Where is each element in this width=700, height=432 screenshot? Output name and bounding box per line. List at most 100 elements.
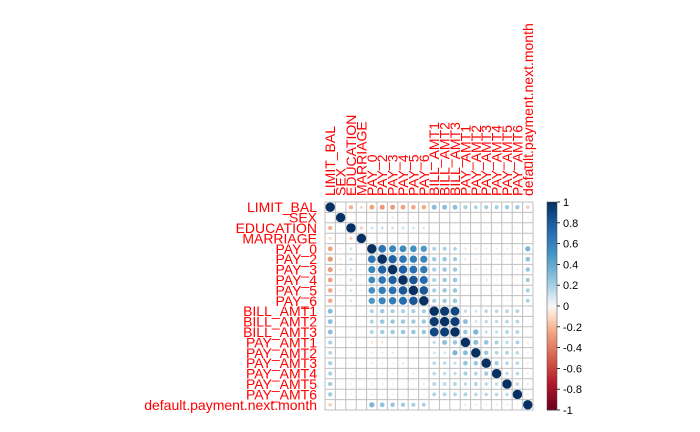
correlation-circle: [462, 360, 468, 366]
correlation-circle: [525, 277, 531, 283]
correlation-circle: [421, 329, 427, 335]
correlation-circle: [452, 256, 458, 262]
colorbar-segment: [547, 316, 557, 320]
correlation-circle: [408, 285, 419, 296]
correlation-circle: [327, 277, 333, 283]
correlation-circle: [515, 361, 520, 366]
colorbar-segment: [547, 306, 557, 309]
correlation-circle: [401, 372, 405, 375]
grid: [324, 201, 534, 411]
correlation-circle: [369, 308, 375, 314]
correlation-circle: [504, 204, 510, 210]
correlation-circle: [516, 226, 519, 230]
row-label: EDUCATION: [236, 220, 317, 236]
correlation-circle: [327, 350, 333, 356]
correlation-circle: [380, 226, 385, 230]
colorbar-segment: [547, 274, 557, 278]
column-label: PAY_AMT4: [489, 125, 505, 196]
correlation-circle: [453, 371, 457, 376]
correlation-circle: [516, 289, 519, 292]
correlation-circle: [483, 350, 489, 356]
correlation-circle: [515, 340, 520, 345]
correlation-circle: [397, 274, 409, 286]
correlation-circle: [349, 393, 353, 396]
correlation-circle: [431, 288, 437, 293]
correlation-circle: [419, 265, 428, 274]
correlation-circle: [388, 286, 397, 295]
correlation-circle: [349, 278, 353, 282]
correlation-circle: [378, 286, 387, 295]
column-label: PAY_0: [364, 154, 380, 196]
correlation-circle: [485, 300, 487, 302]
correlation-circle: [390, 308, 395, 314]
correlation-circle: [359, 205, 364, 209]
correlation-circle: [464, 237, 467, 240]
correlation-circle: [327, 360, 333, 366]
column-label: PAY_AMT1: [457, 125, 473, 196]
correlation-circle: [429, 316, 440, 327]
correlation-circle: [359, 226, 364, 230]
correlation-circle: [400, 329, 406, 335]
correlation-circle: [360, 341, 363, 344]
colorbar-segment: [547, 264, 557, 268]
correlation-circle: [339, 310, 342, 313]
correlation-circle: [328, 402, 333, 407]
correlation-circle: [349, 362, 353, 365]
correlation-circle: [484, 381, 489, 387]
correlation-circle: [454, 216, 456, 219]
correlation-circle: [473, 381, 479, 387]
correlation-circle: [470, 347, 481, 358]
column-label: LIMIT_BAL: [322, 126, 338, 196]
correlation-circle: [356, 233, 367, 244]
correlation-circle: [380, 340, 384, 344]
correlation-circle: [367, 255, 376, 264]
correlation-circle: [504, 319, 510, 324]
correlation-circle: [419, 255, 428, 264]
correlation-circle: [360, 310, 363, 313]
correlation-circle: [390, 226, 395, 230]
correlation-circle: [495, 257, 498, 261]
correlation-circle: [442, 256, 448, 262]
correlation-circle: [327, 371, 333, 376]
column-label: PAY_4: [395, 154, 411, 196]
colorbar-segment: [547, 394, 557, 398]
correlation-circle: [495, 237, 498, 240]
correlation-circle: [349, 288, 353, 293]
correlation-circle: [360, 383, 363, 385]
correlation-circle: [422, 382, 426, 386]
column-label: MARRIAGE: [353, 121, 369, 196]
row-label: BILL_AMT2: [243, 314, 317, 330]
colorbar-segment: [547, 261, 557, 265]
correlation-circle: [526, 382, 530, 386]
correlation-circle: [475, 237, 477, 240]
correlation-circle: [495, 289, 498, 292]
correlation-circle: [484, 403, 488, 407]
correlation-circle: [410, 204, 416, 210]
row-label: PAY_0: [275, 241, 317, 257]
correlation-circle: [360, 299, 363, 302]
correlation-circle: [379, 319, 385, 325]
correlation-circle: [516, 237, 519, 240]
correlation-circle: [421, 402, 427, 408]
colorbar-segment: [547, 397, 557, 400]
correlation-circle: [516, 299, 519, 302]
correlation-circle: [409, 245, 418, 253]
correlation-circle: [339, 278, 342, 282]
correlation-circle: [494, 392, 499, 397]
column-label: PAY_AMT5: [499, 125, 515, 196]
colorbar-segment: [547, 254, 557, 257]
correlation-circle: [360, 216, 363, 219]
correlation-circle: [464, 279, 467, 281]
correlation-circle: [390, 402, 396, 408]
correlation-circle: [474, 247, 478, 251]
correlation-circle: [349, 267, 353, 272]
correlation-circle: [401, 393, 404, 396]
correlation-circle: [442, 381, 447, 387]
correlation-circle: [360, 393, 363, 396]
correlation-circle: [419, 275, 429, 285]
correlation-circle: [452, 246, 458, 252]
correlation-circle: [474, 226, 477, 229]
correlation-circle: [360, 331, 363, 333]
correlation-circle: [452, 339, 458, 345]
colorbar-tick-label: 0.2: [563, 280, 578, 292]
